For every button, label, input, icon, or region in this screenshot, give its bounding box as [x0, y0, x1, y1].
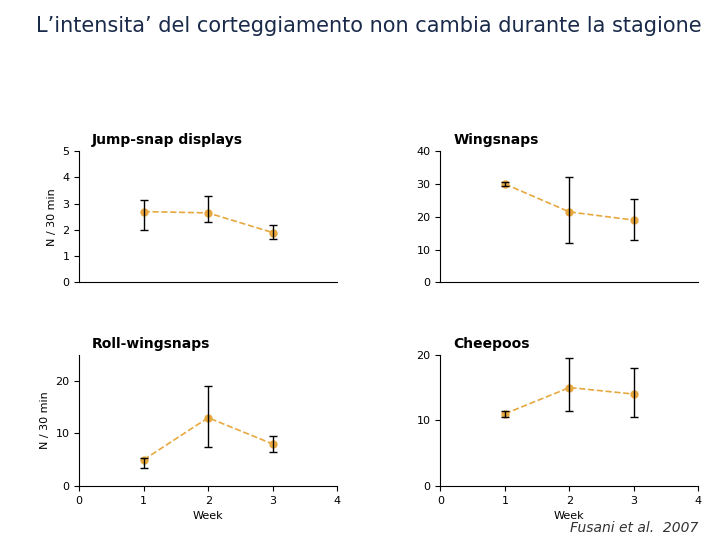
Text: Cheepoos: Cheepoos: [454, 337, 530, 351]
Text: Fusani et al.  2007: Fusani et al. 2007: [570, 521, 698, 535]
Y-axis label: N / 30 min: N / 30 min: [40, 392, 50, 449]
Text: Roll-wingsnaps: Roll-wingsnaps: [92, 337, 210, 351]
Text: L’intensita’ del corteggiamento non cambia durante la stagione: L’intensita’ del corteggiamento non camb…: [36, 16, 701, 36]
Y-axis label: N / 30 min: N / 30 min: [47, 188, 57, 246]
X-axis label: Week: Week: [554, 511, 585, 521]
X-axis label: Week: Week: [193, 511, 223, 521]
Text: Wingsnaps: Wingsnaps: [454, 133, 539, 147]
Text: Jump-snap displays: Jump-snap displays: [92, 133, 243, 147]
